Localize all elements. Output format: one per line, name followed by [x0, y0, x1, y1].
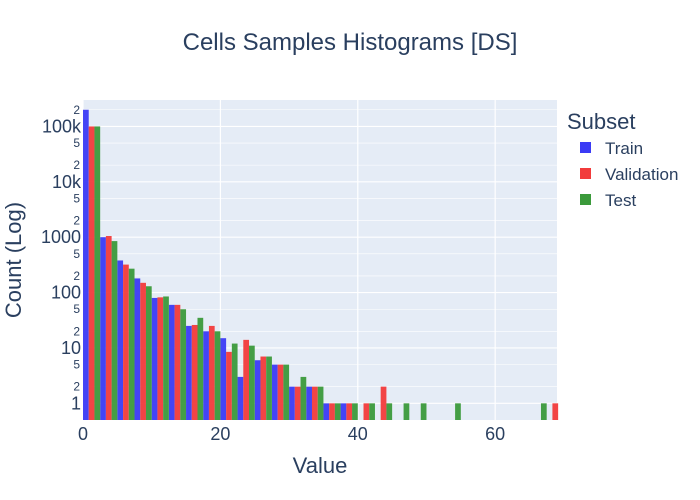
y-minor-tick-label: 5: [73, 247, 80, 261]
bar-test[interactable]: [180, 309, 187, 420]
y-tick-label: 1000: [41, 227, 81, 247]
chart-title: Cells Samples Histograms [DS]: [183, 29, 518, 56]
legend-item-test[interactable]: Test: [580, 191, 636, 210]
y-minor-tick-label: 5: [73, 302, 80, 316]
bar-validation[interactable]: [294, 386, 301, 420]
y-tick-label: 10k: [52, 172, 82, 192]
legend-item-train[interactable]: Train: [580, 139, 643, 158]
legend-label: Test: [605, 191, 636, 210]
x-tick-label: 0: [78, 424, 88, 444]
bar-validation[interactable]: [157, 297, 164, 420]
bar-train[interactable]: [83, 109, 89, 421]
bar-train[interactable]: [271, 364, 278, 420]
legend-label: Validation: [605, 165, 678, 184]
bar-test[interactable]: [369, 403, 375, 420]
bar-train[interactable]: [254, 360, 261, 420]
bar-train[interactable]: [220, 338, 227, 420]
y-tick-label: 1: [71, 393, 81, 413]
y-minor-tick-label: 5: [73, 136, 80, 150]
x-tick-label: 20: [210, 424, 230, 444]
bar-train[interactable]: [237, 376, 244, 420]
bar-test[interactable]: [420, 403, 427, 420]
bar-validation[interactable]: [363, 403, 370, 420]
bar-validation[interactable]: [88, 126, 95, 421]
legend-swatch: [580, 194, 591, 205]
bar-validation[interactable]: [311, 386, 318, 420]
bar-validation[interactable]: [226, 351, 232, 420]
bar-validation[interactable]: [174, 304, 181, 420]
bar-train[interactable]: [340, 403, 347, 420]
bar-validation[interactable]: [380, 386, 387, 420]
bar-test[interactable]: [111, 241, 118, 420]
y-minor-tick-label: 2: [73, 103, 80, 117]
bar-train[interactable]: [203, 331, 209, 420]
y-minor-tick-label: 2: [73, 158, 80, 172]
bar-test[interactable]: [300, 376, 307, 420]
y-minor-tick-label: 2: [73, 380, 80, 394]
bar-train[interactable]: [168, 304, 175, 420]
y-minor-tick-label: 2: [73, 214, 80, 228]
bar-test[interactable]: [249, 345, 255, 420]
legend-swatch: [580, 142, 591, 153]
bar-train[interactable]: [186, 325, 192, 420]
y-minor-tick-label: 2: [73, 269, 80, 283]
legend: Subset Train Validation Test: [567, 109, 678, 210]
bar-validation[interactable]: [552, 403, 559, 420]
legend-title: Subset: [567, 109, 636, 134]
bar-validation[interactable]: [191, 324, 198, 420]
bar-validation[interactable]: [346, 403, 353, 420]
y-axis-title: Count (Log): [1, 202, 26, 318]
bar-test[interactable]: [540, 403, 547, 420]
bar-test[interactable]: [214, 331, 221, 420]
bar-validation[interactable]: [123, 264, 129, 420]
bar-validation[interactable]: [140, 282, 146, 420]
x-axis-ticks: 0 20 40 60: [78, 424, 505, 444]
y-tick-label: 100: [51, 283, 81, 303]
bar-test[interactable]: [352, 403, 358, 420]
bar-train[interactable]: [306, 386, 312, 420]
legend-item-validation[interactable]: Validation: [580, 165, 678, 184]
bar-test[interactable]: [163, 296, 169, 420]
bar-test[interactable]: [317, 386, 324, 420]
bar-test[interactable]: [231, 343, 238, 420]
y-tick-label: 10: [61, 338, 81, 358]
bar-test[interactable]: [386, 403, 393, 420]
bar-train[interactable]: [117, 260, 124, 420]
y-minor-tick-label: 5: [73, 358, 80, 372]
x-tick-label: 40: [348, 424, 368, 444]
bar-validation[interactable]: [208, 325, 215, 420]
bar-validation[interactable]: [105, 236, 112, 420]
x-tick-label: 60: [485, 424, 505, 444]
bar-train[interactable]: [100, 237, 106, 420]
bar-train[interactable]: [289, 386, 295, 420]
bar-validation[interactable]: [329, 403, 335, 420]
bar-test[interactable]: [334, 403, 341, 420]
bar-train[interactable]: [134, 278, 141, 420]
bar-test[interactable]: [455, 403, 461, 420]
legend-label: Train: [605, 139, 643, 158]
legend-swatch: [580, 168, 591, 179]
bar-test[interactable]: [197, 317, 204, 420]
bar-test[interactable]: [128, 268, 135, 420]
y-minor-tick-label: 2: [73, 324, 80, 338]
bar-test[interactable]: [94, 126, 101, 421]
bar-test[interactable]: [403, 403, 410, 420]
bars-layer: [83, 109, 559, 421]
bar-test[interactable]: [145, 286, 152, 420]
bar-test[interactable]: [283, 364, 290, 420]
bar-test[interactable]: [266, 356, 272, 420]
bar-train[interactable]: [151, 297, 158, 420]
bar-validation[interactable]: [277, 364, 284, 420]
x-axis-title: Value: [293, 453, 348, 478]
bar-train[interactable]: [323, 403, 330, 420]
bar-validation[interactable]: [260, 356, 267, 420]
y-minor-tick-label: 5: [73, 191, 80, 205]
bar-validation[interactable]: [243, 339, 250, 420]
y-tick-label: 100k: [42, 116, 82, 136]
